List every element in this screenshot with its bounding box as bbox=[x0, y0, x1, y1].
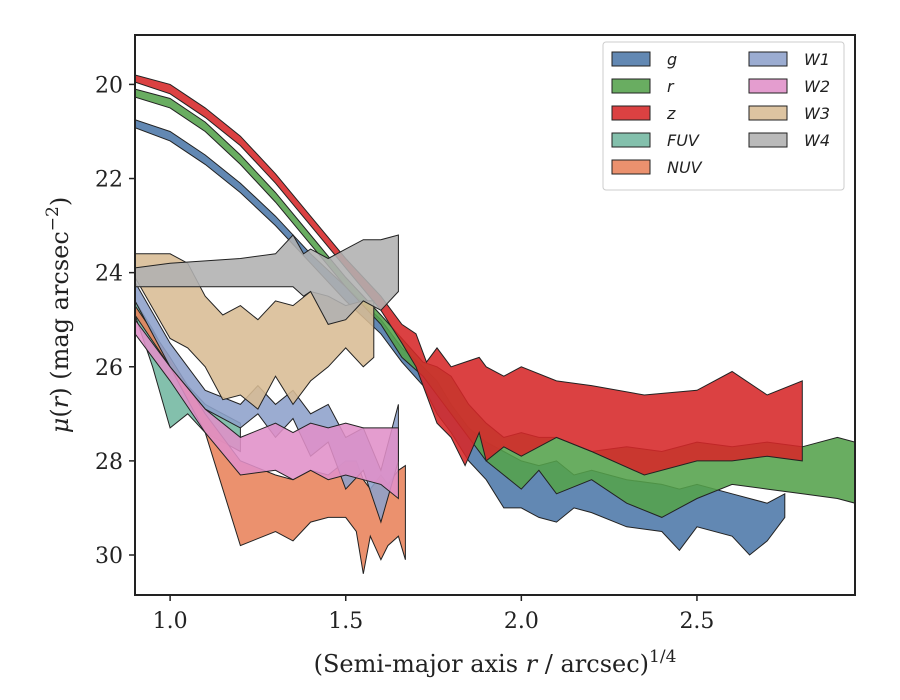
band-w4 bbox=[135, 234, 399, 325]
legend-swatch-nuv bbox=[611, 159, 651, 175]
legend-swatch-g bbox=[611, 51, 651, 67]
legend-label-g: g bbox=[667, 50, 677, 69]
x-axis-label: (Semi-major axis r / arcsec)1/4 bbox=[314, 647, 677, 678]
y-tick-label: 26 bbox=[95, 356, 123, 381]
legend-label-z: z bbox=[666, 104, 676, 123]
legend-swatch-w3 bbox=[748, 105, 788, 121]
band-z bbox=[135, 74, 803, 476]
y-tick-label: 22 bbox=[95, 168, 123, 193]
x-tick-label: 2.0 bbox=[504, 609, 539, 634]
legend-label-w2: W2 bbox=[804, 77, 830, 96]
legend-swatch-w2 bbox=[748, 78, 788, 94]
legend-label-w1: W1 bbox=[804, 50, 830, 69]
ticks-layer: 1.0 1.5 2.0 2.5 20 22 24 26 28 30 bbox=[95, 73, 714, 634]
legend-label-w4: W4 bbox=[804, 131, 830, 150]
legend-label-nuv: NUV bbox=[667, 158, 703, 177]
legend-label-r: r bbox=[667, 77, 675, 96]
x-tick-label: 1.0 bbox=[153, 609, 188, 634]
legend-swatch-w4 bbox=[748, 132, 788, 148]
y-axis-label: μ(r) (mag arcsec−2) bbox=[43, 197, 74, 434]
x-tick-label: 2.5 bbox=[679, 609, 714, 634]
x-tick-label: 1.5 bbox=[328, 609, 363, 634]
legend-swatch-fuv bbox=[611, 132, 651, 148]
legend-label-w3: W3 bbox=[804, 104, 830, 123]
plot-frame bbox=[134, 34, 856, 596]
legend-label-fuv: FUV bbox=[667, 131, 700, 150]
legend: grz FUV NUV W1 W2 W3 W4 bbox=[602, 41, 845, 191]
legend-swatch-w1 bbox=[748, 51, 788, 67]
y-tick-label: 20 bbox=[95, 73, 123, 98]
bands-layer bbox=[135, 74, 855, 574]
y-tick-label: 24 bbox=[95, 262, 123, 287]
y-tick-label: 28 bbox=[95, 450, 123, 475]
band-w2 bbox=[135, 318, 399, 500]
legend-swatch-z bbox=[611, 105, 651, 121]
y-tick-label: 30 bbox=[95, 544, 123, 569]
legend-swatch-r bbox=[611, 78, 651, 94]
